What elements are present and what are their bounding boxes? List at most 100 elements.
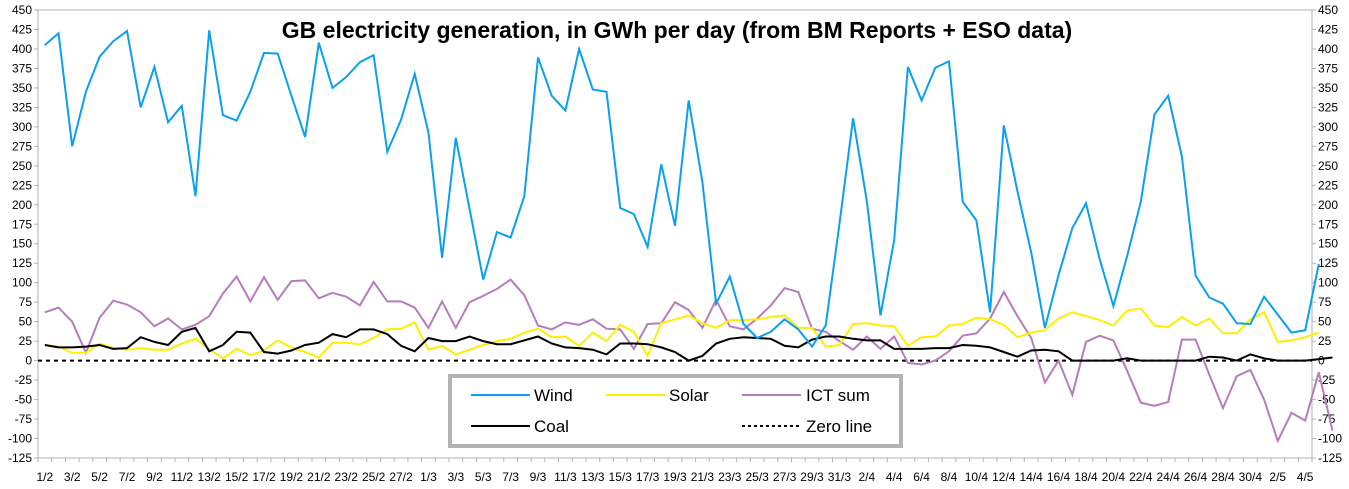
x-tick-label: 17/2 (252, 470, 276, 484)
x-tick-label: 3/2 (64, 470, 81, 484)
legend-label-wind: Wind (534, 386, 573, 405)
legend: Wind Solar ICT sum Coal Zero line (448, 374, 903, 448)
x-tick-label: 7/3 (502, 470, 519, 484)
series-line-ict-sum (44, 274, 1334, 444)
left-y-tick-label: 325 (12, 100, 32, 114)
x-tick-label: 2/4 (858, 470, 875, 484)
x-tick-label: 20/4 (1102, 470, 1126, 484)
x-tick-label: 4/5 (1297, 470, 1314, 484)
right-y-tick-label: -100 (1318, 432, 1342, 446)
right-y-tick-label: 150 (1318, 237, 1338, 251)
x-tick-label: 25/2 (362, 470, 386, 484)
right-y-tick-label: 100 (1318, 276, 1338, 290)
x-tick-label: 21/3 (691, 470, 715, 484)
x-tick-label: 13/2 (198, 470, 222, 484)
right-y-tick-label: 175 (1318, 217, 1338, 231)
right-y-tick-label: 275 (1318, 139, 1338, 153)
series-line-solar (44, 307, 1320, 360)
left-y-tick-label: 450 (12, 3, 32, 17)
legend-box (448, 374, 903, 448)
x-tick-label: 28/4 (1211, 470, 1235, 484)
left-y-tick-label: 25 (19, 334, 33, 348)
right-y-tick-label: 250 (1318, 159, 1338, 173)
right-y-tick-label: 75 (1318, 295, 1332, 309)
right-y-tick-label: 300 (1318, 120, 1338, 134)
left-y-tick-label: -75 (15, 412, 33, 426)
left-y-tick-label: -100 (8, 432, 32, 446)
x-tick-label: 1/2 (37, 470, 54, 484)
right-y-tick-label: 425 (1318, 22, 1338, 36)
x-tick-label: 23/3 (718, 470, 742, 484)
right-y-tick-label: 400 (1318, 42, 1338, 56)
x-tick-label: 13/3 (581, 470, 605, 484)
series-layer (38, 29, 1334, 444)
x-tick-label: 3/3 (447, 470, 464, 484)
x-tick-label: 22/4 (1129, 470, 1153, 484)
left-y-tick-label: 75 (19, 295, 33, 309)
right-y-tick-label: 225 (1318, 178, 1338, 192)
right-y-tick-label: 325 (1318, 100, 1338, 114)
left-y-tick-label: 0 (25, 354, 32, 368)
x-tick-label: 5/3 (475, 470, 492, 484)
right-y-tick-label: 350 (1318, 81, 1338, 95)
x-ticks: 1/2 3/2 5/2 7/2 9/2 11/2 13/2 15/2 17/2 19/2 21/2 2… (37, 458, 1314, 484)
x-tick-label: 17/3 (636, 470, 660, 484)
left-y-tick-label: 250 (12, 159, 32, 173)
left-y-ticks: 4504254003753503253002752502252001751501… (8, 3, 38, 465)
x-tick-label: 24/4 (1156, 470, 1180, 484)
left-y-tick-label: 275 (12, 139, 32, 153)
legend-label-ict-sum: ICT sum (806, 386, 870, 405)
x-tick-label: 30/4 (1239, 470, 1263, 484)
left-y-tick-label: 150 (12, 237, 32, 251)
series-line-wind (44, 29, 1320, 349)
left-y-tick-label: 225 (12, 178, 32, 192)
left-y-tick-label: 50 (19, 315, 33, 329)
right-y-tick-label: 0 (1318, 354, 1325, 368)
right-y-tick-label: -75 (1318, 412, 1336, 426)
left-y-tick-label: 350 (12, 81, 32, 95)
x-tick-label: 1/3 (420, 470, 437, 484)
x-tick-label: 25/3 (746, 470, 770, 484)
right-y-tick-label: 200 (1318, 198, 1338, 212)
right-y-tick-label: 125 (1318, 256, 1338, 270)
series-line-wind-points (45, 30, 1319, 346)
left-y-tick-label: 375 (12, 61, 32, 75)
axes: 4504254003753503253002752502252001751501… (8, 3, 1342, 484)
right-y-tick-label: -50 (1318, 393, 1336, 407)
right-y-ticks: 4504254003753503253002752502252001751501… (1312, 3, 1342, 465)
right-y-tick-label: -125 (1318, 451, 1342, 465)
left-y-tick-label: 175 (12, 217, 32, 231)
legend-label-solar: Solar (669, 386, 709, 405)
x-tick-label: 16/4 (1047, 470, 1071, 484)
x-tick-label: 4/4 (886, 470, 903, 484)
left-y-tick-label: -50 (15, 393, 33, 407)
right-y-tick-label: 450 (1318, 3, 1338, 17)
x-tick-label: 10/4 (965, 470, 989, 484)
right-y-tick-label: 25 (1318, 334, 1332, 348)
left-y-tick-label: 425 (12, 22, 32, 36)
legend-label-coal: Coal (534, 417, 569, 436)
x-tick-label: 9/3 (530, 470, 547, 484)
x-tick-label: 23/2 (335, 470, 359, 484)
left-y-tick-label: -125 (8, 451, 32, 465)
x-tick-label: 15/3 (609, 470, 633, 484)
x-tick-label: 29/3 (800, 470, 824, 484)
x-tick-label: 8/4 (941, 470, 958, 484)
x-tick-label: 5/2 (91, 470, 108, 484)
x-tick-label: 19/2 (280, 470, 304, 484)
right-y-tick-label: 375 (1318, 61, 1338, 75)
x-tick-label: 9/2 (146, 470, 163, 484)
right-y-tick-label: 50 (1318, 315, 1332, 329)
legend-label-zero-line: Zero line (806, 417, 872, 436)
x-tick-label: 31/3 (828, 470, 852, 484)
x-tick-label: 11/2 (171, 470, 194, 484)
x-tick-label: 18/4 (1074, 470, 1098, 484)
x-tick-label: 14/4 (1019, 470, 1043, 484)
left-y-tick-label: -25 (15, 373, 33, 387)
x-tick-label: 27/2 (389, 470, 413, 484)
x-tick-label: 2/5 (1269, 470, 1286, 484)
x-tick-label: 12/4 (992, 470, 1016, 484)
series-line-coal (44, 326, 1333, 362)
x-tick-label: 15/2 (225, 470, 249, 484)
